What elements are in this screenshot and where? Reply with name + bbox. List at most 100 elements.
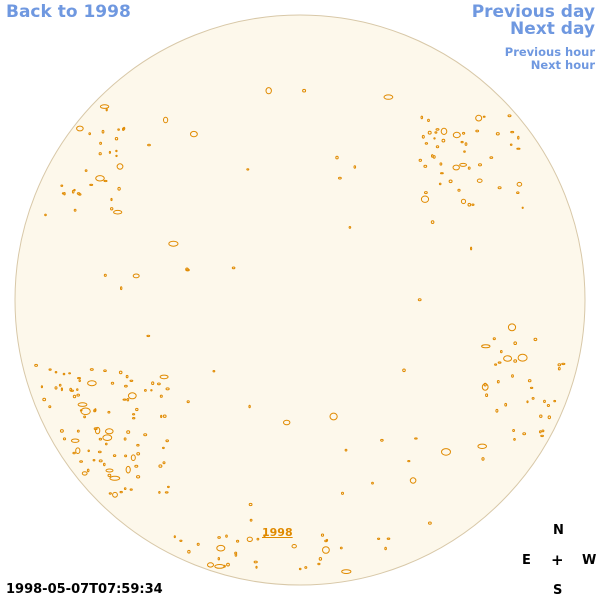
contour-speck <box>110 197 113 202</box>
contour-speck <box>79 409 83 412</box>
contour-speck <box>217 536 221 539</box>
contour-speck <box>407 460 411 463</box>
contour-speck <box>253 560 258 564</box>
contour-speck <box>496 380 500 384</box>
contour-speck <box>516 191 520 194</box>
contour-speck <box>341 569 352 574</box>
contour-speck <box>384 546 387 551</box>
contour-speck <box>75 447 81 455</box>
contour-speck <box>423 164 428 168</box>
contour-speck <box>59 429 64 433</box>
contour-speck <box>521 206 524 210</box>
contour-speck <box>475 114 483 122</box>
contour-speck <box>115 154 118 158</box>
contour-speck <box>452 131 461 139</box>
contour-speck <box>433 137 436 140</box>
previous-day-link[interactable]: Previous day <box>471 2 595 22</box>
contour-speck <box>339 546 343 550</box>
contour-speck <box>517 135 520 140</box>
contour-speck <box>129 488 133 491</box>
contour-speck <box>42 397 47 402</box>
contour-speck <box>110 207 114 211</box>
contour-speck <box>54 371 58 374</box>
contour-speck <box>467 202 472 207</box>
contour-speck <box>516 147 521 150</box>
contour-speck <box>124 454 128 458</box>
contour-speck <box>34 363 38 367</box>
contour-speck <box>157 382 161 386</box>
contour-speck <box>462 131 466 135</box>
next-hour-link[interactable]: Next hour <box>530 58 595 72</box>
contour-speck <box>97 450 102 454</box>
contour-speck <box>481 383 489 391</box>
contour-speck <box>463 150 466 153</box>
contour-speck <box>44 213 47 217</box>
contour-speck <box>495 132 500 136</box>
contour-speck <box>105 428 114 435</box>
contour-speck <box>159 374 169 380</box>
magnetic-contours <box>34 87 566 574</box>
contour-speck <box>418 158 422 162</box>
contour-speck <box>510 130 515 134</box>
contour-speck <box>89 368 94 371</box>
contour-speck <box>113 209 123 215</box>
back-to-year-link[interactable]: Back to 1998 <box>6 2 131 22</box>
contour-speck <box>420 115 424 120</box>
contour-speck <box>72 451 76 455</box>
contour-speck <box>160 414 163 419</box>
contour-speck <box>165 439 169 443</box>
contour-speck <box>84 169 88 172</box>
compass-center-mark: + <box>551 551 564 569</box>
contour-speck <box>246 536 253 542</box>
contour-speck <box>402 368 406 373</box>
next-day-link[interactable]: Next day <box>510 19 595 39</box>
contour-speck <box>298 567 302 571</box>
contour-speck <box>108 150 112 154</box>
year-link[interactable]: 1998 <box>262 526 293 539</box>
contour-speck <box>187 549 191 554</box>
contour-speck <box>495 408 499 413</box>
contour-speck <box>338 176 342 180</box>
contour-speck <box>186 400 190 404</box>
contour-speck <box>421 134 425 139</box>
contour-speck <box>504 402 508 407</box>
contour-speck <box>190 130 198 138</box>
contour-speck <box>105 468 114 473</box>
contour-speck <box>168 240 179 247</box>
contour-speck <box>118 370 123 375</box>
contour-speck <box>435 145 440 149</box>
contour-speck <box>439 162 443 166</box>
contour-speck <box>102 434 113 442</box>
contour-speck <box>159 394 163 398</box>
contour-speck <box>377 537 381 540</box>
contour-speck <box>147 143 151 147</box>
contour-speck <box>60 184 64 187</box>
contour-speck <box>441 448 451 456</box>
contour-speck <box>73 208 77 212</box>
contour-speck <box>132 273 140 279</box>
previous-hour-link[interactable]: Previous hour <box>504 45 595 59</box>
contour-speck <box>457 188 461 192</box>
contour-speck <box>146 334 151 338</box>
contour-speck <box>329 412 338 421</box>
contour-speck <box>117 128 120 131</box>
contour-speck <box>179 539 183 542</box>
contour-speck <box>68 372 71 375</box>
contour-speck <box>87 380 97 387</box>
contour-speck <box>353 165 357 169</box>
contour-speck <box>130 454 136 462</box>
contour-speck <box>234 551 238 555</box>
contour-speck <box>99 141 102 145</box>
contour-speck <box>459 162 468 167</box>
contour-speck <box>420 195 430 203</box>
contour-speck <box>151 381 155 386</box>
contour-speck <box>76 393 80 397</box>
contour-speck <box>120 286 123 291</box>
contour-speck <box>125 374 129 379</box>
contour-speck <box>226 562 230 567</box>
contour-speck <box>217 557 221 561</box>
contour-speck <box>212 370 216 373</box>
contour-speck <box>522 432 527 436</box>
contour-speck <box>136 475 141 479</box>
contour-speck <box>225 534 228 538</box>
